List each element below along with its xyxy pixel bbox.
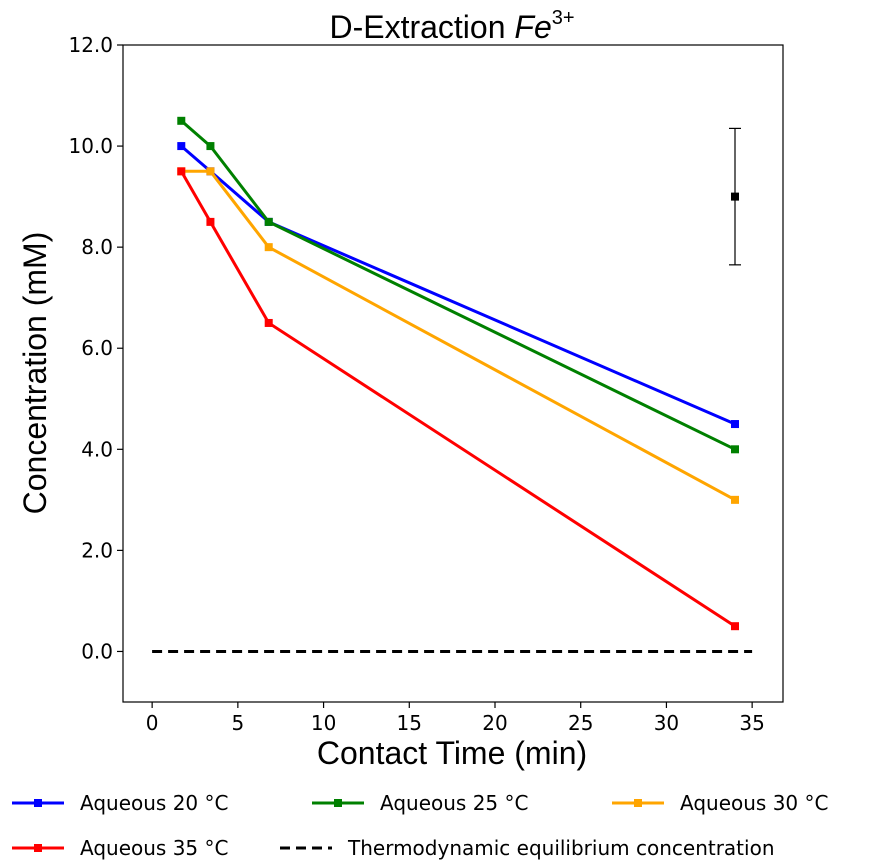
x-tick-label: 15 <box>397 711 422 735</box>
data-point <box>177 116 186 125</box>
legend-item: Thermodynamic equilibrium concentration <box>280 836 775 860</box>
y-tick-label: 10.0 <box>68 134 113 158</box>
y-tick-label: 8.0 <box>81 235 113 259</box>
data-point <box>264 243 273 252</box>
y-tick-label: 12.0 <box>68 33 113 57</box>
chart-title-formula: Fe <box>514 9 551 45</box>
legend-item: Aqueous 30 °C <box>612 791 828 815</box>
series-line <box>180 119 736 451</box>
legend-label: Aqueous 30 °C <box>680 791 828 815</box>
axes: 0 5 10 15 20 25 30 35 0.0 2.0 4.0 6.0 8.0 10.0 12.0 <box>68 33 784 735</box>
data-point <box>206 142 215 151</box>
legend-marker <box>334 799 342 807</box>
x-tick-label: 10 <box>311 711 336 735</box>
legend-item: Aqueous 20 °C <box>12 791 228 815</box>
legend-item: Aqueous 35 °C <box>12 836 228 860</box>
series-3 <box>177 167 739 631</box>
chart-title: D-Extraction Fe3+ <box>329 7 574 45</box>
y-tick-label: 0.0 <box>81 639 113 663</box>
data-point <box>731 420 739 429</box>
series-layer <box>152 116 753 653</box>
data-point <box>177 167 186 176</box>
data-point <box>264 318 273 327</box>
y-tick-label: 4.0 <box>81 437 113 461</box>
series-line <box>181 169 736 502</box>
legend-label: Thermodynamic equilibrium concentration <box>347 836 775 860</box>
y-tick-label: 2.0 <box>81 538 113 562</box>
x-axis-title: Contact Time (min) <box>317 735 587 771</box>
y-axis-title: Concentration (mM) <box>17 232 53 515</box>
error-bar-point <box>731 192 739 201</box>
data-point <box>264 217 273 226</box>
legend-marker <box>634 799 642 807</box>
series-line <box>180 144 736 426</box>
legend-item: Aqueous 25 °C <box>312 791 528 815</box>
x-tick-label: 30 <box>654 711 679 735</box>
legend-marker <box>34 799 42 807</box>
data-point <box>731 622 739 631</box>
x-tick-label: 0 <box>146 711 159 735</box>
plot-frame <box>122 44 784 703</box>
legend-marker <box>34 844 42 852</box>
chart-title-text: D-Extraction <box>329 9 514 45</box>
data-point <box>206 167 215 176</box>
series-line <box>179 170 736 628</box>
data-point <box>731 495 739 504</box>
data-point <box>206 217 215 226</box>
legend-label: Aqueous 35 °C <box>80 836 228 860</box>
x-tick-label: 20 <box>482 711 507 735</box>
x-tick-label: 35 <box>739 711 764 735</box>
series-2 <box>177 167 739 504</box>
legend: Aqueous 20 °C Aqueous 25 °C Aqueous 30 °C A… <box>12 791 828 860</box>
legend-label: Aqueous 20 °C <box>80 791 228 815</box>
legend-label: Aqueous 25 °C <box>380 791 528 815</box>
y-tick-label: 6.0 <box>81 336 113 360</box>
chart-title-superscript: 3+ <box>552 7 575 29</box>
series-1 <box>177 116 739 454</box>
data-point <box>177 142 186 151</box>
data-point <box>731 445 739 454</box>
series-0 <box>177 142 739 429</box>
x-tick-label: 5 <box>231 711 244 735</box>
x-tick-label: 25 <box>568 711 593 735</box>
error-bar <box>729 127 741 266</box>
